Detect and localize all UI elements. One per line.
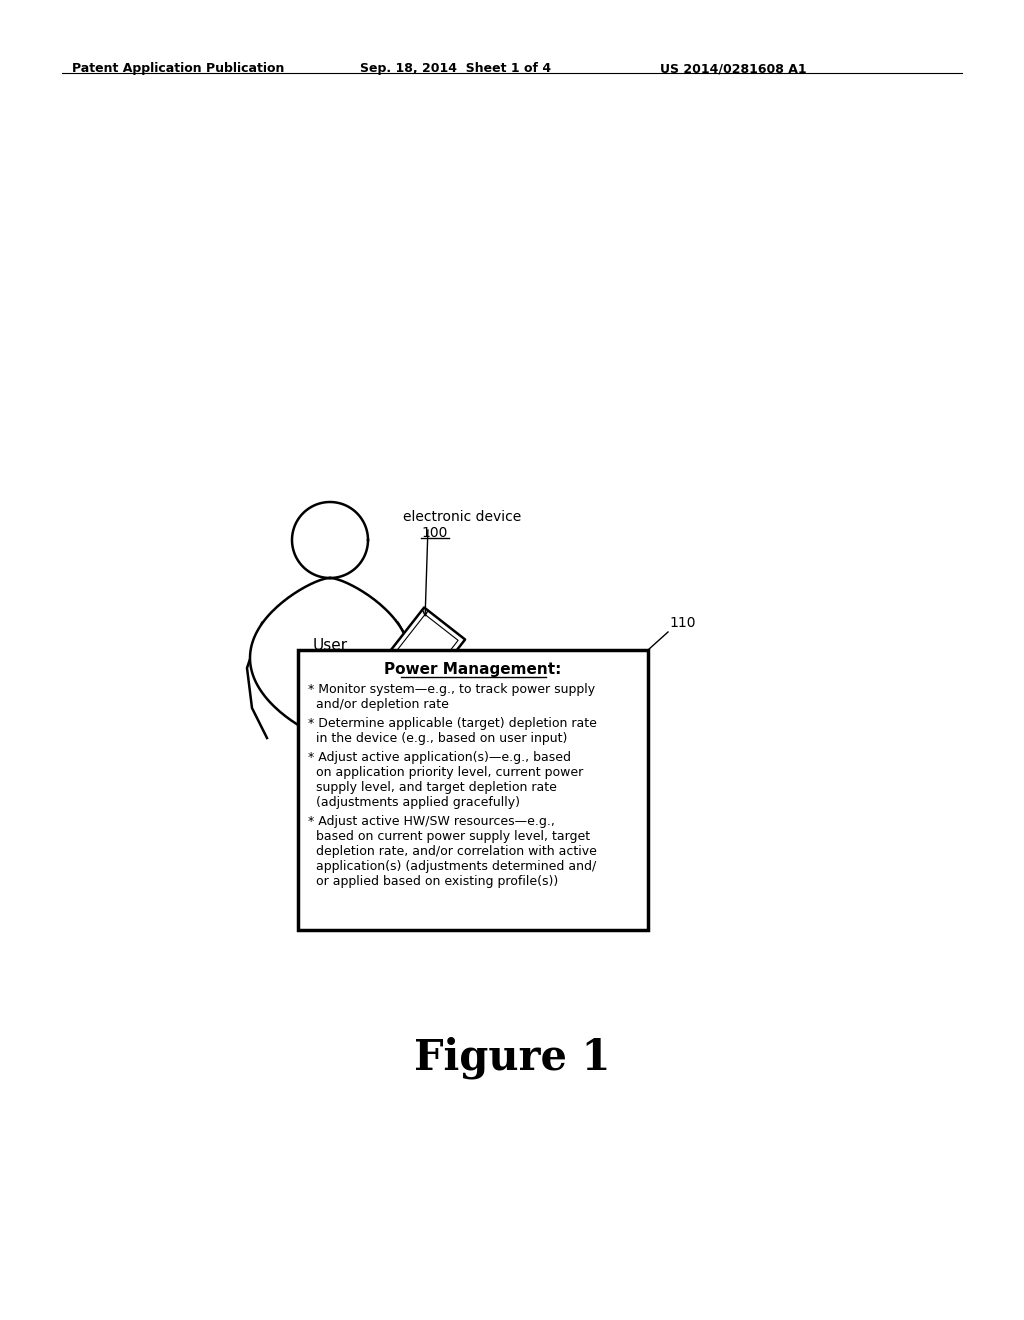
Text: (adjustments applied gracefully): (adjustments applied gracefully) — [308, 796, 520, 809]
Text: * Monitor system—e.g., to track power supply: * Monitor system—e.g., to track power su… — [308, 682, 595, 696]
Text: Figure 1: Figure 1 — [414, 1036, 610, 1078]
Text: * Determine applicable (target) depletion rate: * Determine applicable (target) depletio… — [308, 717, 597, 730]
Polygon shape — [250, 578, 410, 738]
Polygon shape — [375, 607, 465, 702]
Text: and/or depletion rate: and/or depletion rate — [308, 698, 449, 711]
Text: in the device (e.g., based on user input): in the device (e.g., based on user input… — [308, 733, 567, 744]
Text: Power Management:: Power Management: — [384, 663, 562, 677]
Text: 110: 110 — [669, 616, 695, 630]
Text: Patent Application Publication: Patent Application Publication — [72, 62, 285, 75]
Text: electronic device: electronic device — [403, 510, 521, 524]
Text: based on current power supply level, target: based on current power supply level, tar… — [308, 830, 590, 843]
Polygon shape — [292, 502, 368, 578]
Text: Sep. 18, 2014  Sheet 1 of 4: Sep. 18, 2014 Sheet 1 of 4 — [360, 62, 551, 75]
Text: depletion rate, and/or correlation with active: depletion rate, and/or correlation with … — [308, 845, 597, 858]
Text: * Adjust active HW/SW resources—e.g.,: * Adjust active HW/SW resources—e.g., — [308, 814, 555, 828]
FancyBboxPatch shape — [298, 649, 648, 931]
Text: User: User — [312, 638, 347, 652]
Text: US 2014/0281608 A1: US 2014/0281608 A1 — [660, 62, 807, 75]
Text: application(s) (adjustments determined and/: application(s) (adjustments determined a… — [308, 861, 596, 873]
Text: or applied based on existing profile(s)): or applied based on existing profile(s)) — [308, 875, 558, 888]
Text: 100: 100 — [421, 525, 447, 540]
Polygon shape — [318, 645, 416, 702]
Text: * Adjust active application(s)—e.g., based: * Adjust active application(s)—e.g., bas… — [308, 751, 571, 764]
Text: supply level, and target depletion rate: supply level, and target depletion rate — [308, 781, 557, 795]
Text: on application priority level, current power: on application priority level, current p… — [308, 766, 584, 779]
